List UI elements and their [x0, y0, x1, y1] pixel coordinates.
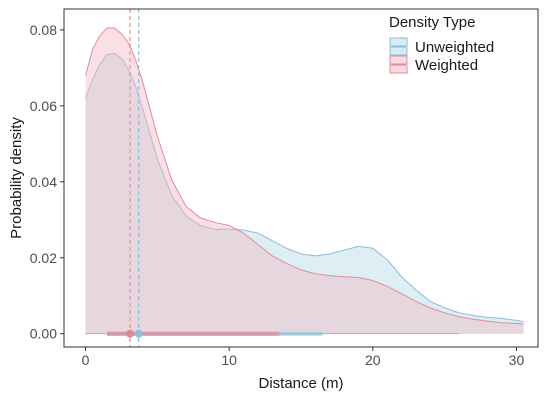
- weighted-density-line: [85, 27, 524, 325]
- unweighted-density-line: [85, 52, 524, 323]
- legend-title: Density Type: [389, 14, 475, 31]
- weighted-point: [126, 329, 135, 338]
- x-axis-title: Distance (m): [258, 375, 343, 392]
- x-tick-label: 10: [221, 352, 237, 368]
- y-tick-label: 0.08: [30, 22, 57, 38]
- unweighted-density-area: [85, 53, 524, 334]
- unweighted-point: [134, 329, 143, 338]
- x-tick-label: 0: [82, 352, 90, 368]
- legend-label-unweighted: Unweighted: [415, 39, 494, 56]
- legend-label-weighted: Weighted: [415, 57, 478, 74]
- panel-border: [63, 8, 539, 348]
- x-tick-label: 20: [365, 352, 381, 368]
- y-axis-title: Probability density: [8, 117, 25, 239]
- weighted-density-area: [85, 27, 524, 334]
- y-tick-label: 0.02: [30, 250, 57, 266]
- axes: 0 10 20 30 0.00 0.02 0.04 0.06 0.08: [30, 22, 525, 368]
- y-tick-label: 0.04: [30, 174, 57, 190]
- y-tick-label: 0.06: [30, 98, 57, 114]
- x-tick-label: 30: [509, 352, 525, 368]
- plot-area: [85, 9, 524, 347]
- y-tick-label: 0.00: [30, 326, 57, 342]
